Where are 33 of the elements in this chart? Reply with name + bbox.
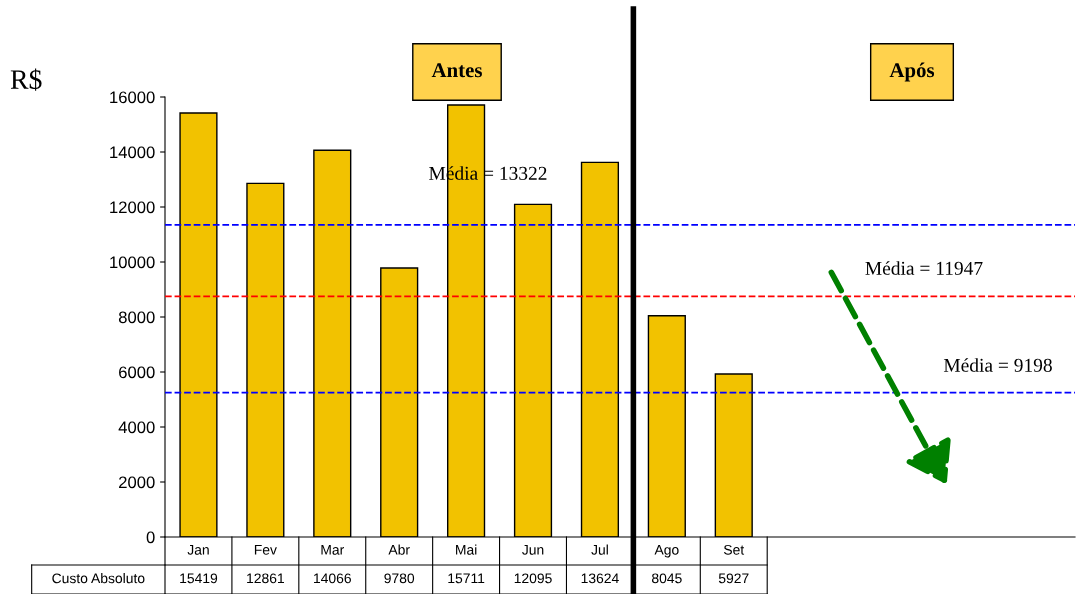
x-tick-label: Set — [723, 544, 745, 555]
y-tick-label: 10000 — [110, 256, 155, 269]
y-axis-title: R$ — [10, 68, 42, 91]
y-tick-label: 0 — [146, 531, 155, 544]
y-tick-label: 14000 — [110, 146, 155, 159]
text: Média = 11947 — [865, 261, 983, 275]
x-tick-label: Mai — [456, 544, 477, 555]
x-tick-label: Jan — [187, 545, 209, 555]
y-tick-label: 16000 — [110, 91, 155, 104]
y-tick-label: 12000 — [110, 201, 155, 214]
x-tick-label: Mar — [321, 545, 345, 555]
data-label: 15419 — [180, 573, 218, 584]
x-tick-label: Abr — [388, 544, 410, 555]
x-tick-label: Fev — [254, 545, 277, 555]
x-tick-label: Jul — [591, 544, 608, 555]
legend-label: Custo Absoluto — [52, 573, 145, 584]
data-label: 8045 — [651, 573, 682, 584]
data-label: 13624 — [581, 573, 619, 584]
text: Após — [889, 62, 935, 82]
data-label: 12861 — [247, 573, 284, 584]
data-label: 5927 — [718, 573, 749, 584]
data-label: 12095 — [514, 573, 552, 584]
y-tick-label: 2000 — [119, 476, 155, 489]
x-tick-label: Ago — [654, 545, 679, 558]
y-tick-label: 6000 — [119, 366, 155, 379]
text: Antes — [431, 63, 482, 78]
data-label: 15711 — [448, 573, 485, 584]
data-label: 14066 — [314, 573, 351, 584]
y-tick-label: 8000 — [118, 311, 155, 324]
x-tick-label: Jun — [522, 545, 544, 555]
data-label: 9780 — [384, 573, 415, 584]
y-tick-label: 4000 — [118, 421, 155, 434]
text: Média = 9198 — [943, 358, 1052, 372]
